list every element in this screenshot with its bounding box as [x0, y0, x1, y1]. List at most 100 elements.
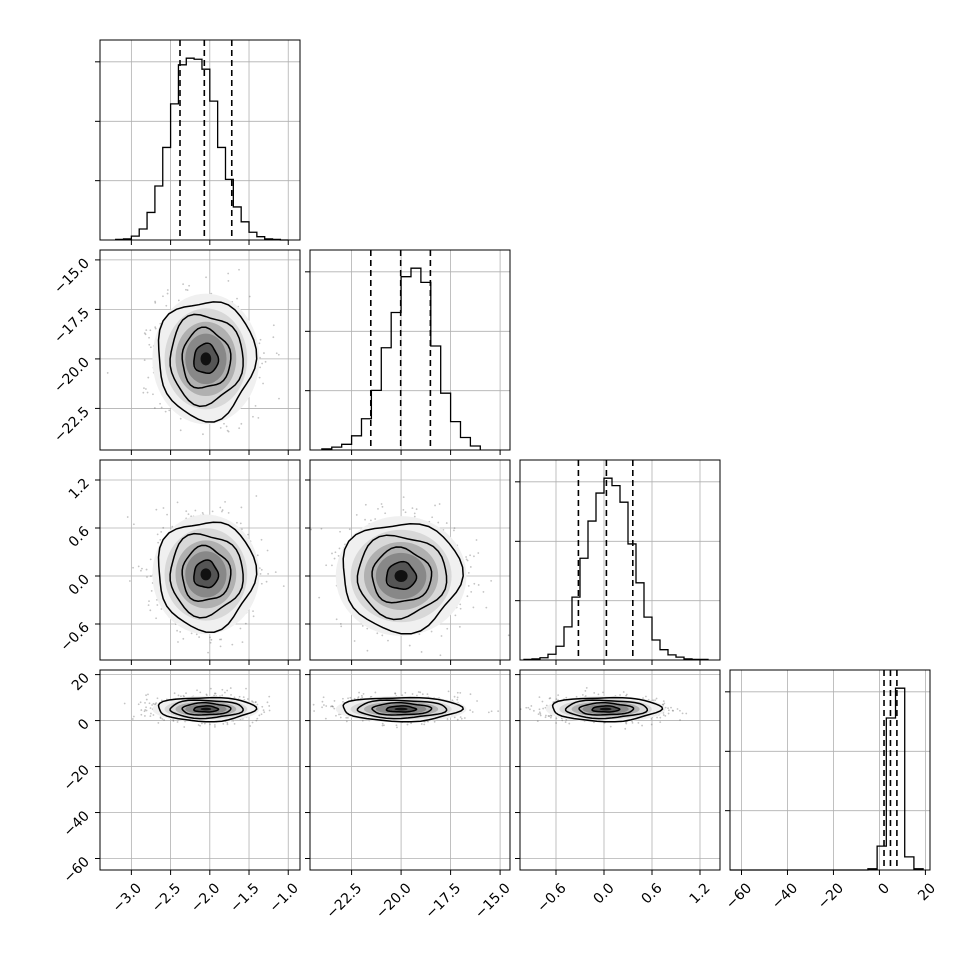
- scatter-point: [137, 565, 140, 568]
- scatter-point: [670, 706, 672, 709]
- scatter-point: [529, 708, 531, 711]
- scatter-point: [625, 694, 627, 697]
- scatter-point: [209, 687, 212, 690]
- contour-line: [181, 326, 232, 389]
- contour-line: [591, 705, 621, 713]
- scatter-point: [631, 721, 634, 724]
- scatter-point: [261, 705, 264, 708]
- contour-line: [342, 523, 464, 635]
- scatter-point: [358, 691, 360, 694]
- scatter-point: [150, 712, 152, 715]
- scatter-point: [466, 559, 469, 562]
- density-shade: [394, 707, 408, 711]
- scatter-point: [555, 722, 558, 724]
- scatter-point: [152, 702, 155, 705]
- scatter-point: [437, 521, 440, 524]
- scatter-point: [223, 422, 225, 425]
- scatter-point: [366, 649, 369, 652]
- scatter-point: [593, 692, 596, 694]
- contour-line: [371, 701, 433, 716]
- scatter-point: [151, 704, 153, 706]
- scatter-point: [313, 710, 315, 712]
- scatter-point: [236, 297, 238, 300]
- y-tick-label: 20: [69, 670, 93, 694]
- scatter-point: [277, 353, 280, 356]
- scatter-point: [476, 700, 478, 702]
- panel-frame: [309, 249, 511, 451]
- scatter-point: [239, 522, 242, 525]
- scatter-point: [219, 638, 221, 641]
- scatter-point: [565, 718, 568, 721]
- scatter-point: [224, 500, 226, 503]
- x-tick-label: 1.2: [687, 880, 714, 907]
- scatter-point: [360, 694, 363, 697]
- scatter-point: [664, 714, 667, 717]
- scatter-point: [581, 693, 584, 696]
- density-shade: [394, 570, 408, 582]
- density-shade: [200, 707, 212, 711]
- scatter-point: [434, 504, 436, 507]
- scatter-point: [177, 694, 180, 697]
- scatter-point: [265, 580, 268, 583]
- scatter-point: [261, 362, 264, 365]
- scatter-point: [275, 352, 278, 355]
- scatter-point: [685, 712, 688, 715]
- scatter-point: [331, 564, 333, 567]
- histogram-step: [523, 477, 709, 661]
- scatter-point: [538, 696, 541, 699]
- scatter-point: [584, 695, 587, 697]
- scatter-point: [157, 722, 160, 724]
- scatter-point: [652, 699, 655, 702]
- scatter-point: [185, 692, 187, 695]
- scatter-point: [182, 694, 185, 697]
- scatter-point: [321, 700, 324, 703]
- scatter-point: [199, 724, 201, 727]
- scatter-point: [377, 507, 379, 510]
- scatter-point: [142, 391, 145, 394]
- scatter-point: [427, 720, 429, 723]
- x-tick-label: −3.0: [110, 880, 145, 915]
- scatter-point: [451, 699, 454, 702]
- scatter-point: [255, 495, 258, 497]
- contour-line: [157, 696, 258, 723]
- scatter-point: [337, 554, 340, 557]
- scatter-point: [219, 506, 222, 509]
- scatter-point: [209, 723, 211, 726]
- scatter-point: [222, 722, 225, 725]
- scatter-point: [227, 272, 230, 275]
- scatter-point: [160, 608, 163, 610]
- y-tick-label: 0: [75, 716, 93, 734]
- scatter-point: [260, 568, 263, 571]
- scatter-point: [257, 416, 260, 419]
- scatter-point: [132, 523, 135, 526]
- scatter-point: [459, 603, 462, 606]
- scatter-point: [415, 508, 418, 511]
- scatter-point: [376, 632, 379, 635]
- scatter-point: [213, 692, 216, 695]
- scatter-point: [167, 233, 169, 235]
- scatter-point: [173, 692, 176, 695]
- scatter-point: [262, 709, 265, 712]
- scatter-point: [145, 698, 148, 701]
- scatter-point: [381, 722, 384, 725]
- panel-frame: [309, 669, 511, 871]
- scatter-point: [137, 703, 140, 706]
- scatter-point: [195, 633, 198, 636]
- scatter-point: [402, 496, 405, 499]
- scatter-point: [470, 590, 473, 593]
- panel-frame: [99, 39, 301, 241]
- y-tick-label: 1.2: [66, 476, 93, 503]
- scatter-point: [459, 607, 462, 610]
- scatter-point: [655, 697, 658, 700]
- scatter-point: [154, 301, 157, 304]
- panel-frame: [99, 669, 301, 871]
- scatter-point: [207, 651, 209, 654]
- marginal-hist-1: [305, 249, 511, 455]
- scatter-point: [339, 716, 342, 719]
- scatter-point: [645, 695, 647, 698]
- scatter-point: [413, 512, 416, 515]
- scatter-point: [143, 710, 146, 713]
- scatter-point: [507, 634, 510, 637]
- scatter-point: [268, 705, 271, 707]
- scatter-point: [490, 579, 493, 582]
